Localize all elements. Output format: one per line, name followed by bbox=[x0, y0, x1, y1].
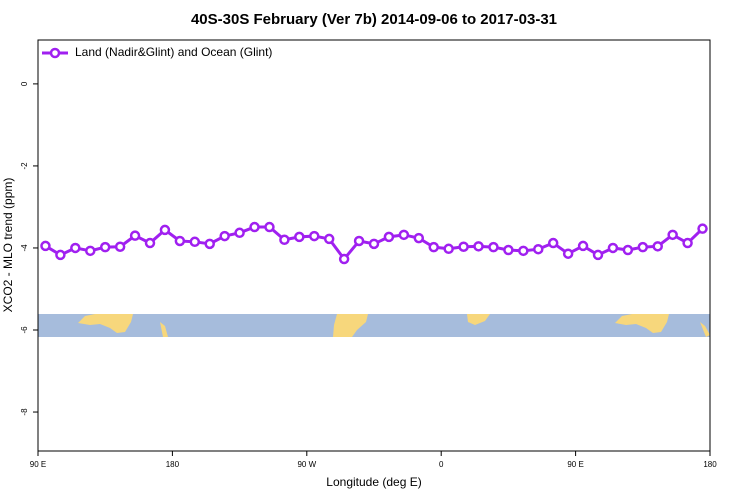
point bbox=[518, 245, 529, 257]
x-tick-label: 180 bbox=[703, 460, 717, 469]
point bbox=[114, 241, 126, 252]
point bbox=[219, 230, 230, 242]
land-australia bbox=[78, 314, 133, 333]
y-tick-label: -8 bbox=[20, 408, 29, 416]
point bbox=[99, 241, 111, 253]
plot-frame bbox=[37, 39, 711, 452]
point bbox=[488, 241, 499, 253]
point bbox=[159, 224, 171, 236]
point bbox=[682, 237, 693, 249]
point bbox=[562, 248, 574, 259]
point bbox=[85, 245, 96, 257]
point bbox=[383, 231, 395, 243]
point bbox=[264, 221, 275, 233]
y-tick-label: -4 bbox=[20, 244, 29, 252]
point bbox=[338, 253, 350, 265]
point bbox=[189, 236, 201, 248]
ocean-band bbox=[38, 314, 710, 337]
point bbox=[129, 230, 141, 241]
land-south-america bbox=[333, 314, 368, 337]
legend-label: Land (Nadir&Glint) and Ocean (Glint) bbox=[75, 45, 272, 59]
point bbox=[667, 229, 678, 241]
land-australia-2 bbox=[615, 314, 669, 333]
x-tick-label: 90 E bbox=[567, 460, 583, 469]
point bbox=[473, 241, 484, 252]
point bbox=[443, 243, 454, 255]
x-tick-label: 90 W bbox=[297, 460, 316, 469]
point bbox=[279, 234, 290, 246]
point bbox=[40, 240, 51, 252]
point bbox=[368, 238, 380, 250]
point bbox=[458, 241, 469, 252]
point bbox=[174, 235, 186, 247]
point bbox=[398, 229, 410, 241]
point bbox=[577, 240, 589, 252]
x-tick-label: 0 bbox=[439, 460, 444, 469]
point bbox=[204, 238, 215, 250]
y-tick-label: -2 bbox=[20, 162, 29, 170]
land-africa bbox=[467, 314, 490, 325]
point bbox=[55, 249, 66, 261]
point bbox=[323, 233, 335, 245]
point bbox=[547, 237, 559, 249]
legend-marker bbox=[49, 47, 61, 59]
y-axis-label: XCO2 - MLO trend (ppm) bbox=[1, 178, 15, 313]
point bbox=[697, 223, 708, 234]
point bbox=[533, 243, 544, 255]
point bbox=[607, 242, 619, 254]
point bbox=[353, 235, 365, 247]
point bbox=[637, 241, 649, 253]
y-tick-label: -6 bbox=[20, 326, 29, 334]
y-tick-label: 0 bbox=[20, 81, 29, 86]
land-nz bbox=[160, 322, 168, 337]
point bbox=[622, 244, 634, 256]
point bbox=[234, 227, 245, 239]
x-axis-label: Longitude (deg E) bbox=[326, 475, 421, 489]
x-tick-label: 90 E bbox=[30, 460, 46, 469]
map-strip bbox=[38, 314, 710, 337]
x-tick-label: 180 bbox=[166, 460, 180, 469]
point bbox=[413, 232, 425, 244]
point bbox=[70, 242, 81, 254]
point bbox=[249, 221, 260, 233]
chart-title: 40S-30S February (Ver 7b) 2014-09-06 to … bbox=[191, 11, 557, 28]
point bbox=[428, 241, 439, 253]
point bbox=[294, 231, 305, 243]
point bbox=[592, 249, 604, 261]
point bbox=[309, 230, 320, 242]
point bbox=[503, 244, 514, 256]
point bbox=[652, 241, 663, 252]
land-nz-2 bbox=[700, 322, 710, 337]
point bbox=[144, 237, 156, 249]
